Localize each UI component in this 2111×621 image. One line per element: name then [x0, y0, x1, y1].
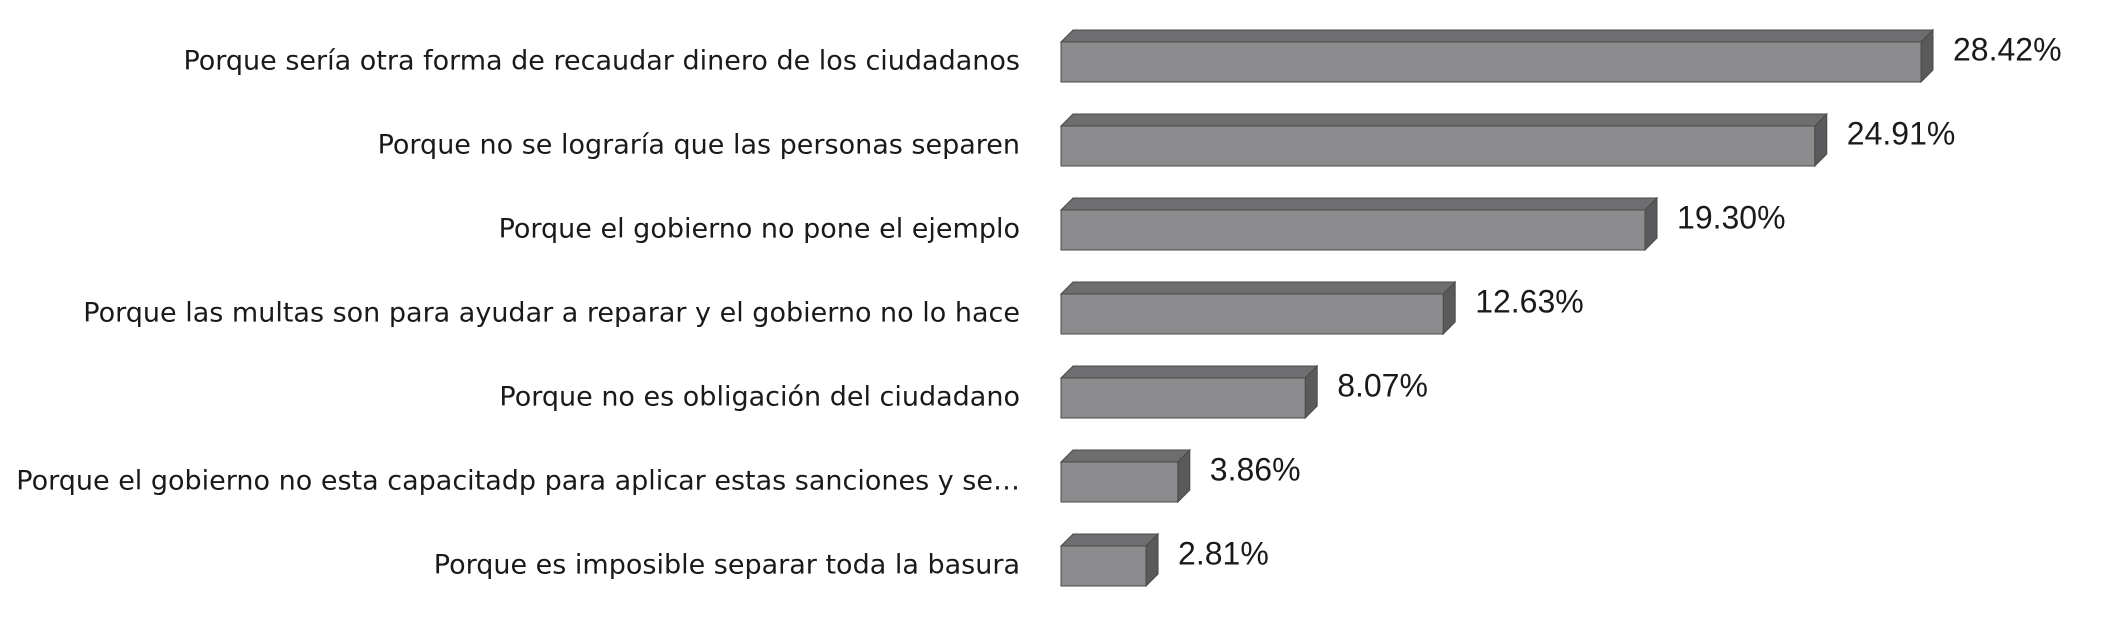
bars	[1059, 28, 1935, 588]
value-label: 24.91%	[1847, 115, 1956, 151]
category-label: Porque el gobierno no pone el ejemplo	[499, 214, 1020, 245]
bar-top-face	[1059, 113, 1828, 127]
bar	[1059, 112, 1828, 168]
bar-front-face	[1060, 209, 1646, 251]
bar-front-face	[1060, 377, 1306, 419]
bar-front-face	[1060, 125, 1816, 167]
bar-front-face	[1060, 461, 1179, 503]
category-label: Porque es imposible separar toda la basu…	[434, 550, 1020, 581]
value-label: 3.86%	[1210, 451, 1301, 487]
category-labels: Porque sería otra forma de recaudar dine…	[16, 46, 1020, 581]
bar	[1059, 28, 1935, 84]
bar-front-face	[1060, 545, 1147, 587]
bar-front-face	[1060, 293, 1444, 335]
bar	[1059, 532, 1160, 588]
value-label: 28.42%	[1953, 31, 2062, 67]
bar-top-face	[1059, 29, 1935, 43]
category-label: Porque no es obligación del ciudadano	[499, 382, 1020, 413]
bar-top-face	[1059, 281, 1457, 295]
bar-top-face	[1059, 365, 1319, 379]
category-label: Porque el gobierno no esta capacitadp pa…	[16, 466, 1020, 497]
bar	[1059, 196, 1659, 252]
bar	[1059, 364, 1319, 420]
bar	[1059, 448, 1192, 504]
bar-front-face	[1060, 41, 1922, 83]
value-label: 12.63%	[1475, 283, 1584, 319]
bar	[1059, 280, 1457, 336]
category-label: Porque sería otra forma de recaudar dine…	[183, 46, 1020, 77]
bar-top-face	[1059, 533, 1160, 547]
category-label: Porque las multas son para ayudar a repa…	[83, 298, 1020, 329]
category-label: Porque no se lograría que las personas s…	[378, 130, 1020, 161]
bar-top-face	[1059, 197, 1659, 211]
value-label: 8.07%	[1337, 367, 1428, 403]
value-labels: 28.42% 24.91% 19.30% 12.63% 8.07% 3.86% 2.81%	[1178, 31, 2061, 571]
value-label: 19.30%	[1677, 199, 1786, 235]
value-label: 2.81%	[1178, 535, 1269, 571]
bar-top-face	[1059, 449, 1192, 463]
